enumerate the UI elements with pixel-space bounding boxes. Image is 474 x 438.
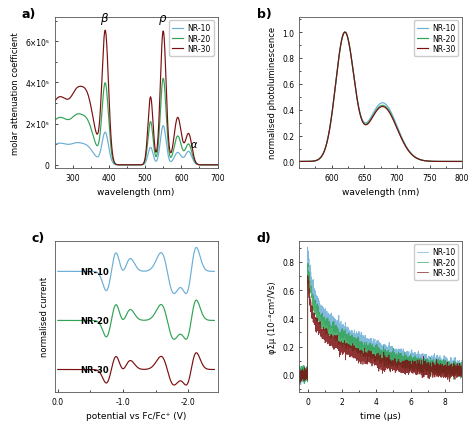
NR-30: [73, 87, 79, 92]
Text: a): a): [22, 8, 36, 21]
NR-10: [160, 124, 166, 129]
NR-30: [401, 140, 406, 145]
NR-30: [102, 28, 108, 34]
NR-10: [79, 141, 85, 146]
NR-10: [296, 159, 302, 165]
Line: NR-20: NR-20: [55, 79, 218, 166]
NR-10: [342, 30, 348, 35]
NR-20: [107, 127, 112, 133]
NR-20: [342, 30, 348, 35]
NR-10: [122, 163, 128, 168]
Y-axis label: normalised photoluminescence: normalised photoluminescence: [267, 27, 276, 159]
NR-20: [79, 113, 85, 118]
Text: NR-10: NR-10: [81, 267, 109, 276]
NR-20: [215, 163, 220, 168]
NR-10: [420, 158, 426, 163]
NR-30: [107, 108, 112, 113]
Text: b): b): [257, 8, 272, 21]
NR-20: [52, 119, 57, 124]
NR-20: [160, 77, 166, 82]
Text: α: α: [191, 140, 197, 150]
NR-20: [401, 139, 406, 145]
Text: β: β: [100, 12, 108, 25]
NR-20: [122, 163, 128, 168]
X-axis label: potential vs Fc/Fc⁺ (V): potential vs Fc/Fc⁺ (V): [86, 411, 186, 420]
Legend: NR-10, NR-20, NR-30: NR-10, NR-20, NR-30: [169, 21, 214, 57]
NR-30: [306, 159, 312, 165]
NR-10: [215, 163, 220, 168]
NR-10: [141, 162, 146, 168]
NR-30: [141, 161, 146, 166]
Text: NR-20: NR-20: [81, 316, 109, 325]
NR-30: [52, 100, 57, 105]
NR-20: [306, 159, 312, 165]
NR-30: [395, 129, 401, 134]
Y-axis label: φΣμ (10⁻⁴cm²/Vs): φΣμ (10⁻⁴cm²/Vs): [267, 280, 276, 353]
NR-20: [137, 163, 143, 168]
NR-30: [296, 159, 302, 165]
NR-10: [401, 138, 406, 144]
NR-10: [107, 149, 112, 154]
X-axis label: wavelength (nm): wavelength (nm): [97, 188, 175, 197]
NR-10: [137, 163, 143, 168]
NR-10: [73, 141, 79, 146]
NR-10: [306, 159, 312, 165]
NR-30: [437, 159, 443, 165]
Legend: NR-10, NR-20, NR-30: NR-10, NR-20, NR-30: [414, 21, 458, 57]
X-axis label: time (μs): time (μs): [360, 411, 401, 420]
Line: NR-10: NR-10: [299, 33, 462, 162]
NR-10: [459, 159, 465, 165]
NR-10: [52, 143, 57, 148]
NR-30: [215, 163, 220, 168]
Text: c): c): [32, 232, 45, 245]
NR-20: [73, 113, 79, 118]
Text: ρ: ρ: [158, 12, 166, 25]
NR-30: [420, 159, 426, 164]
NR-20: [437, 159, 443, 165]
NR-30: [342, 30, 348, 35]
NR-20: [395, 129, 401, 134]
Text: NR-30: NR-30: [81, 365, 109, 374]
X-axis label: wavelength (nm): wavelength (nm): [342, 188, 419, 197]
NR-20: [420, 159, 426, 164]
Text: d): d): [257, 232, 272, 245]
NR-10: [391, 117, 397, 122]
NR-30: [137, 163, 143, 168]
NR-20: [141, 162, 146, 167]
NR-30: [79, 85, 85, 90]
Line: NR-30: NR-30: [299, 33, 462, 162]
NR-10: [437, 159, 443, 165]
Line: NR-10: NR-10: [55, 127, 218, 166]
Line: NR-20: NR-20: [299, 33, 462, 162]
Legend: NR-10, NR-20, NR-30: NR-10, NR-20, NR-30: [414, 245, 458, 280]
NR-20: [459, 159, 465, 165]
NR-30: [391, 120, 397, 125]
Y-axis label: normalised current: normalised current: [40, 276, 49, 357]
NR-30: [122, 163, 128, 168]
NR-30: [459, 159, 465, 165]
Y-axis label: molar attenuation coefficient: molar attenuation coefficient: [11, 32, 20, 154]
NR-20: [391, 119, 397, 124]
Line: NR-30: NR-30: [55, 31, 218, 166]
NR-20: [296, 159, 302, 165]
NR-10: [395, 127, 401, 133]
